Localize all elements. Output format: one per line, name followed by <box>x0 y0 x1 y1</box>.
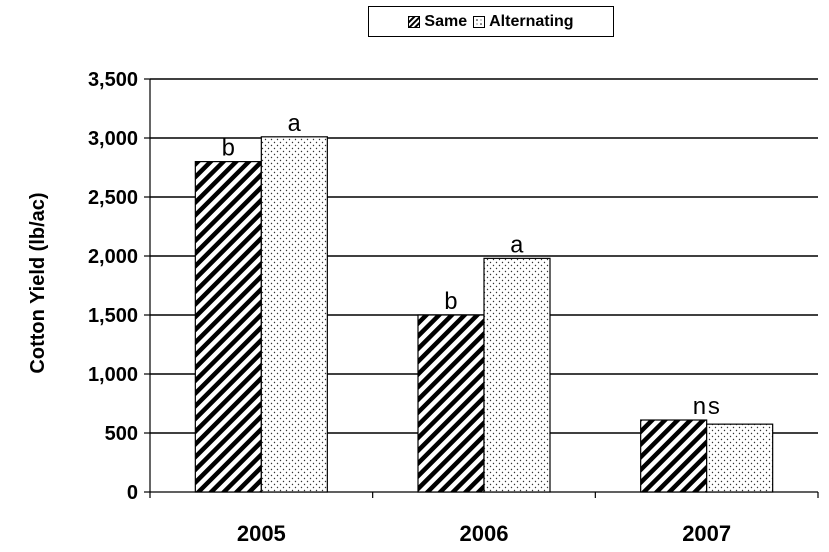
annotation-label: a <box>287 112 301 139</box>
legend-label-same: Same <box>424 12 468 30</box>
legend: Same Alternating <box>368 6 614 37</box>
y-tick-label: 3,000 <box>88 128 138 150</box>
annotation-label: b <box>444 290 458 317</box>
annotation-label: a <box>510 233 524 260</box>
y-tick-label: 1,000 <box>88 364 138 386</box>
y-tick-label: 2,000 <box>88 246 138 268</box>
y-tick-label: 3,500 <box>88 69 138 91</box>
bar-same-2005 <box>194 161 262 493</box>
legend-swatch-hatch <box>408 15 421 28</box>
bar-alternating-2007 <box>706 423 774 493</box>
bar-alternating-2005 <box>260 136 328 493</box>
y-tick-labels: 0 500 1,000 1,500 2,000 2,500 3,000 3,500 <box>88 69 138 504</box>
y-tick-label: 500 <box>105 423 138 445</box>
annotation-label: ns <box>692 395 721 422</box>
legend-swatch-dots <box>473 15 486 28</box>
y-tick-label: 2,500 <box>88 187 138 209</box>
legend-entry-alternating: Alternating <box>473 12 574 31</box>
x-tick-label: 2007 <box>682 521 731 546</box>
bar-alternating-2006 <box>483 257 551 493</box>
y-tick-label: 0 <box>127 482 138 504</box>
x-tick-labels: 2005 2006 2007 <box>237 521 731 546</box>
bar-same-2006 <box>417 314 485 493</box>
x-tick-label: 2005 <box>237 521 286 546</box>
y-axis-label: Cotton Yield (lb/ac) <box>27 192 49 373</box>
y-tick-label: 1,500 <box>88 305 138 327</box>
bars <box>194 136 774 493</box>
legend-label-alternating: Alternating <box>489 12 574 30</box>
annotation-label: b <box>221 137 235 164</box>
x-tick-label: 2006 <box>460 521 509 546</box>
bar-same-2007 <box>640 419 708 493</box>
legend-entry-same: Same <box>408 13 467 31</box>
significance-annotations: b a b a ns <box>221 112 721 422</box>
